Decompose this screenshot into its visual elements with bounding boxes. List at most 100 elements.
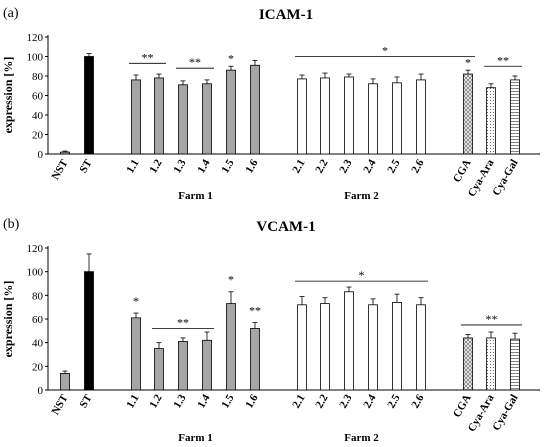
category-label-2.5: 2.5 <box>385 392 403 410</box>
bar-1.6 <box>250 64 260 155</box>
category-label-2.4: 2.4 <box>361 157 379 175</box>
category-label-1.6: 1.6 <box>243 392 261 410</box>
bar-2.4 <box>368 304 378 391</box>
significance-marker: * <box>133 294 139 308</box>
category-label-1.2: 1.2 <box>147 392 165 410</box>
bar-2.1 <box>297 78 307 155</box>
bar-1.4 <box>202 339 212 391</box>
bar-1.1 <box>131 79 141 155</box>
y-tick-label: 0 <box>38 385 44 397</box>
significance-marker: ** <box>177 315 189 329</box>
y-tick-label: 100 <box>27 267 44 279</box>
category-label-1.5: 1.5 <box>219 157 237 175</box>
bar-2.5 <box>392 82 402 155</box>
bar-1.4 <box>202 83 212 155</box>
category-label-2.6: 2.6 <box>409 392 427 410</box>
significance-marker: * <box>228 51 234 65</box>
y-tick-label: 120 <box>27 243 44 255</box>
category-label-CGA: CGA <box>451 157 474 184</box>
category-label-1.4: 1.4 <box>195 157 213 175</box>
y-tick-label: 40 <box>32 110 44 122</box>
chart-panel-1: (a) ICAM-1 expression [%] 0 20 40 60 80 100 120 NS… <box>1 6 540 202</box>
category-label-1.1: 1.1 <box>124 158 141 176</box>
significance-marker: * <box>228 273 234 287</box>
group-label: Farm 1 <box>178 190 213 202</box>
category-label-1.4: 1.4 <box>195 392 213 410</box>
bar-1.2 <box>154 77 164 155</box>
bar-2.1 <box>297 304 307 391</box>
bar-2.2 <box>320 77 330 155</box>
category-label-2.1: 2.1 <box>290 158 307 176</box>
category-label-2.1: 2.1 <box>290 393 307 411</box>
bar-ST <box>84 56 94 155</box>
bar-Cya-Gal <box>510 79 520 155</box>
significance-marker: * <box>359 268 365 282</box>
y-axis-label: expression [%] <box>1 281 15 358</box>
category-label-2.2: 2.2 <box>313 157 331 175</box>
category-label-2.3: 2.3 <box>337 392 355 410</box>
bar-CGA <box>463 337 473 391</box>
y-tick-label: 60 <box>32 314 44 326</box>
significance-marker: ** <box>497 53 509 67</box>
group-label: Farm 2 <box>344 432 379 444</box>
y-tick-label: 80 <box>32 71 44 83</box>
bar-ST <box>84 271 94 391</box>
category-label-2.4: 2.4 <box>361 392 379 410</box>
y-tick-label: 0 <box>38 149 44 161</box>
category-label-1.3: 1.3 <box>171 157 189 175</box>
bar-2.5 <box>392 302 402 391</box>
significance-marker: ** <box>189 55 201 69</box>
bar-Cya-Ara <box>486 337 496 391</box>
y-tick-label: 100 <box>27 52 44 64</box>
bar-1.5 <box>226 69 236 155</box>
bar-NST <box>60 373 70 391</box>
y-tick-label: 40 <box>32 338 44 350</box>
bar-2.2 <box>320 303 330 391</box>
chart-title: VCAM-1 <box>256 219 315 235</box>
bar-Cya-Ara <box>486 87 496 155</box>
panel-label: (b) <box>3 217 20 232</box>
category-label-1.1: 1.1 <box>124 393 141 411</box>
bar-2.6 <box>416 79 426 155</box>
group-label: Farm 1 <box>178 432 213 444</box>
bar-1.6 <box>250 328 260 391</box>
bar-1.3 <box>178 84 188 155</box>
category-label-2.3: 2.3 <box>337 157 355 175</box>
category-label-2.5: 2.5 <box>385 157 403 175</box>
bar-2.6 <box>416 304 426 391</box>
bar-2.3 <box>344 76 354 155</box>
y-tick-label: 120 <box>27 32 44 44</box>
category-label-2.2: 2.2 <box>313 392 331 410</box>
bar-1.3 <box>178 341 188 391</box>
bar-2.4 <box>368 83 378 155</box>
category-label-NST: NST <box>50 392 71 417</box>
bar-2.3 <box>344 291 354 391</box>
y-tick-label: 20 <box>32 361 44 373</box>
significance-marker: * <box>465 55 471 69</box>
panel-label: (a) <box>3 6 19 21</box>
bar-Cya-Gal <box>510 338 520 391</box>
category-label-ST: ST <box>77 157 94 175</box>
category-label-CGA: CGA <box>451 392 474 419</box>
y-tick-label: 60 <box>32 91 44 103</box>
category-label-1.6: 1.6 <box>243 157 261 175</box>
category-label-1.5: 1.5 <box>219 392 237 410</box>
significance-marker: ** <box>142 50 154 64</box>
chart-panel-2: (b) VCAM-1 expression [%] 0 20 40 60 80 100 120 NS… <box>1 217 540 444</box>
significance-marker: * <box>382 44 388 58</box>
category-label-2.6: 2.6 <box>409 157 427 175</box>
bar-NST <box>60 151 70 155</box>
bar-1.1 <box>131 317 141 391</box>
bar-1.2 <box>154 348 164 391</box>
category-label-1.3: 1.3 <box>171 392 189 410</box>
significance-marker: ** <box>486 312 498 326</box>
y-tick-label: 80 <box>32 290 44 302</box>
significance-marker: ** <box>249 303 261 317</box>
category-label-1.2: 1.2 <box>147 157 165 175</box>
y-tick-label: 20 <box>32 130 44 142</box>
bar-CGA <box>463 73 473 155</box>
chart-title: ICAM-1 <box>259 7 313 23</box>
y-axis-label: expression [%] <box>1 57 15 134</box>
bar-1.5 <box>226 303 236 391</box>
